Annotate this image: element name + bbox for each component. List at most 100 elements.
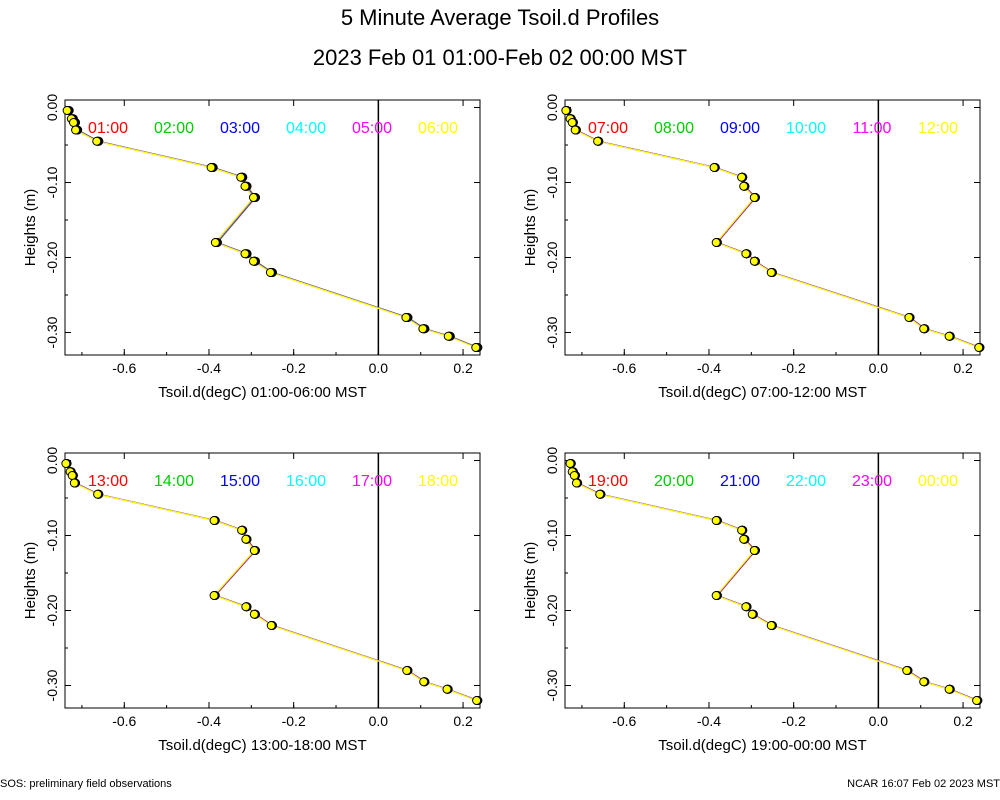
data-point [737, 172, 747, 182]
legend-label: 18:00 [418, 473, 458, 490]
legend-label: 01:00 [88, 120, 128, 137]
data-point [241, 534, 251, 544]
y-tick-label: -0.20 [544, 241, 560, 273]
data-point [71, 125, 81, 135]
data-point [919, 324, 929, 334]
legend-label: 10:00 [786, 120, 826, 137]
series-line-21:00 [570, 463, 978, 702]
legend-label: 21:00 [720, 473, 760, 490]
y-tick-label: 0.00 [44, 94, 60, 121]
x-axis-label: Tsoil.d(degC) 19:00-00:00 MST [658, 737, 866, 754]
data-point [93, 489, 103, 499]
data-point [402, 666, 412, 675]
data-point [569, 471, 579, 480]
series-line-07:00 [566, 110, 981, 349]
x-tick-label: 0.0 [369, 713, 389, 729]
x-tick-label: -0.6 [612, 360, 636, 376]
footer-note: SOS: preliminary field observations [0, 778, 172, 790]
legend-label: 14:00 [154, 473, 194, 490]
data-point [209, 516, 219, 525]
data-point [749, 193, 759, 202]
series-line-15:00 [66, 463, 478, 702]
data-point [442, 684, 452, 694]
data-point [567, 118, 577, 127]
legend-label: 20:00 [654, 473, 694, 490]
data-point [62, 106, 72, 115]
x-tick-label: -0.4 [197, 713, 221, 729]
x-tick-label: -0.2 [782, 360, 806, 376]
series-line-13:00 [66, 463, 479, 702]
data-point [210, 238, 220, 247]
x-tick-label: -0.4 [197, 360, 221, 376]
legend-label: 07:00 [588, 120, 628, 137]
data-point [595, 489, 605, 499]
x-axis-label: Tsoil.d(degC) 01:00-06:00 MST [158, 384, 366, 401]
x-tick-label: -0.6 [112, 713, 136, 729]
chart-panel-2: -0.6 -0.4 -0.2 0.0 0.2 0.00 -0.10 -0.20 -0.30 Tso… [522, 94, 985, 401]
data-point [972, 696, 982, 705]
y-axis-label: Heights (m) [22, 189, 39, 267]
series-line-09:00 [566, 110, 980, 349]
legend-label: 17:00 [352, 473, 392, 490]
y-tick-label: -0.10 [544, 519, 560, 551]
series-line-14:00 [66, 463, 478, 702]
y-tick-label: -0.30 [44, 316, 60, 348]
series-line-06:00 [66, 110, 477, 349]
legend-label: 11:00 [853, 120, 892, 137]
data-point [237, 525, 247, 535]
plot-frame [564, 99, 981, 356]
data-point [241, 602, 251, 612]
y-tick-label: -0.20 [44, 594, 60, 626]
chart-title: 5 Minute Average Tsoil.d Profiles [340, 5, 660, 30]
chart-panel-1: -0.6 -0.4 -0.2 0.0 0.2 0.00 -0.10 -0.20 -0.30 Tso… [22, 94, 483, 401]
data-point [739, 181, 749, 191]
data-point [266, 621, 276, 630]
x-tick-label: 0.2 [953, 713, 973, 729]
data-point [92, 136, 102, 146]
data-point [739, 534, 749, 544]
data-point [749, 546, 759, 555]
data-point [737, 525, 747, 535]
data-point [974, 343, 984, 352]
data-point [944, 684, 954, 694]
data-point [593, 136, 603, 146]
x-tick-label: 0.0 [869, 360, 889, 376]
series-line-02:00 [68, 110, 478, 349]
data-point [571, 478, 581, 488]
data-point [240, 181, 250, 191]
series-line-01:00 [68, 110, 479, 349]
y-tick-label: -0.30 [544, 669, 560, 701]
data-point [709, 163, 719, 172]
x-tick-label: -0.6 [612, 713, 636, 729]
series-line-19:00 [570, 463, 979, 702]
series-line-03:00 [67, 110, 478, 349]
data-point [249, 609, 259, 619]
series-line-22:00 [569, 463, 978, 702]
data-point [749, 256, 759, 266]
x-tick-label: -0.4 [697, 360, 721, 376]
series-line-05:00 [66, 110, 477, 349]
legend-label: 23:00 [852, 473, 892, 490]
data-point [67, 471, 77, 480]
data-point [766, 268, 776, 277]
legend-label: 03:00 [220, 120, 260, 137]
chart-subtitle: 2023 Feb 01 01:00-Feb 02 00:00 MST [312, 45, 688, 70]
data-point [401, 313, 411, 322]
series-line-12:00 [565, 110, 979, 349]
data-point [472, 696, 482, 705]
y-axis-label: Heights (m) [22, 542, 39, 620]
data-point [249, 546, 259, 555]
plot-frame [564, 452, 981, 709]
data-point [418, 324, 428, 334]
x-tick-label: -0.2 [782, 713, 806, 729]
series-line-11:00 [565, 110, 980, 349]
legend-label: 15:00 [220, 473, 260, 490]
y-tick-label: -0.20 [544, 594, 560, 626]
x-tick-label: 0.0 [869, 713, 889, 729]
legend-label: 08:00 [654, 120, 694, 137]
series-line-08:00 [566, 110, 980, 349]
data-point [919, 677, 929, 687]
legend-label: 16:00 [286, 473, 326, 490]
y-tick-label: 0.00 [544, 94, 560, 121]
